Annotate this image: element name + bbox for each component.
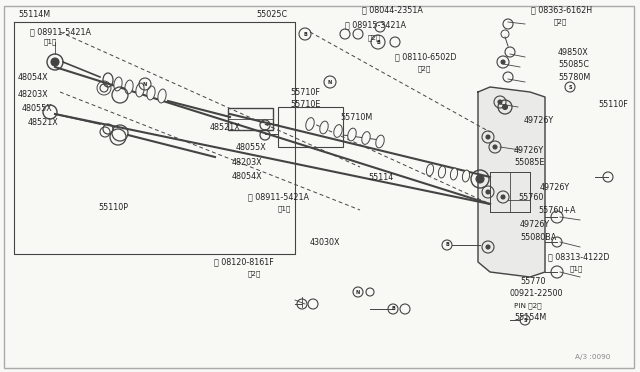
Text: 48521X: 48521X (28, 118, 59, 126)
Text: 55780M: 55780M (558, 73, 590, 81)
Ellipse shape (147, 86, 155, 100)
Circle shape (502, 105, 508, 109)
Circle shape (486, 135, 490, 139)
Text: 55110P: 55110P (98, 202, 128, 212)
Text: 55085C: 55085C (558, 60, 589, 68)
Text: 55760+A: 55760+A (538, 205, 575, 215)
Text: （1）: （1） (570, 266, 584, 272)
Text: （2）: （2） (368, 35, 381, 41)
Circle shape (501, 195, 505, 199)
Text: （1）: （1） (44, 39, 58, 45)
Text: 48054X: 48054X (232, 171, 262, 180)
Ellipse shape (306, 118, 314, 130)
Ellipse shape (136, 83, 144, 97)
Text: 55770: 55770 (520, 278, 545, 286)
Text: 00921-22500: 00921-22500 (510, 289, 563, 298)
Text: 48055X: 48055X (236, 142, 267, 151)
Text: 43030X: 43030X (310, 237, 340, 247)
Circle shape (493, 145, 497, 149)
Circle shape (501, 60, 505, 64)
Ellipse shape (348, 128, 356, 141)
Text: 55154M: 55154M (514, 314, 547, 323)
Text: N: N (328, 80, 332, 84)
Text: N: N (356, 289, 360, 295)
Text: 55710F: 55710F (290, 87, 320, 96)
Text: （1）: （1） (278, 206, 291, 212)
Circle shape (498, 100, 502, 104)
Text: （2）: （2） (418, 66, 431, 72)
Text: Ⓝ 08911-5421A: Ⓝ 08911-5421A (30, 28, 91, 36)
Text: 48203X: 48203X (232, 157, 262, 167)
Text: 55710E: 55710E (290, 99, 321, 109)
Text: A/3 :0090: A/3 :0090 (575, 354, 610, 360)
Ellipse shape (438, 166, 445, 178)
Text: 55114M: 55114M (18, 10, 50, 19)
Ellipse shape (158, 89, 166, 103)
Text: S: S (524, 317, 527, 323)
Circle shape (486, 190, 490, 194)
Text: 55114: 55114 (368, 173, 393, 182)
Bar (278, 107, 343, 147)
Text: 55710M: 55710M (340, 112, 372, 122)
Text: S: S (568, 84, 572, 90)
Text: （2）: （2） (554, 19, 568, 25)
Text: Ⓝ 08911-5421A: Ⓝ 08911-5421A (248, 192, 309, 202)
Polygon shape (478, 87, 545, 277)
Ellipse shape (451, 168, 458, 180)
Text: 49726Y: 49726Y (514, 145, 544, 154)
Text: （2）: （2） (248, 271, 261, 277)
Ellipse shape (114, 77, 122, 91)
Text: Ⓑ 08110-6502D: Ⓑ 08110-6502D (395, 52, 456, 61)
Text: Ⓑ 08044-2351A: Ⓑ 08044-2351A (362, 6, 423, 15)
Text: Ⓢ 08313-4122D: Ⓢ 08313-4122D (548, 253, 609, 262)
Text: 49850X: 49850X (558, 48, 589, 57)
Text: PIN （2）: PIN （2） (514, 303, 541, 309)
Text: Ⓢ 08363-6162H: Ⓢ 08363-6162H (531, 6, 592, 15)
Ellipse shape (362, 132, 370, 144)
Text: B: B (391, 307, 395, 311)
Text: Ⓝ 08915-3421A: Ⓝ 08915-3421A (345, 20, 406, 29)
Ellipse shape (334, 125, 342, 137)
Ellipse shape (320, 121, 328, 134)
Text: 49726Y: 49726Y (520, 219, 550, 228)
Text: B: B (376, 39, 380, 45)
Circle shape (476, 175, 484, 183)
Text: B: B (445, 243, 449, 247)
Text: 55110F: 55110F (598, 99, 628, 109)
Circle shape (51, 58, 59, 66)
Text: 55025C: 55025C (256, 10, 287, 19)
Ellipse shape (376, 135, 384, 148)
Text: 49726Y: 49726Y (540, 183, 570, 192)
Ellipse shape (426, 164, 434, 176)
Ellipse shape (125, 80, 133, 94)
Text: 48055X: 48055X (22, 103, 52, 112)
Text: 55760: 55760 (518, 192, 543, 202)
Circle shape (486, 245, 490, 249)
Text: 48521X: 48521X (210, 122, 241, 131)
Text: Ⓑ 08120-8161F: Ⓑ 08120-8161F (214, 257, 274, 266)
Bar (228, 108, 273, 130)
Text: 55080BA: 55080BA (520, 232, 556, 241)
Text: 48054X: 48054X (18, 73, 49, 81)
Text: N: N (143, 81, 147, 87)
Text: 48203X: 48203X (18, 90, 49, 99)
Text: 49726Y: 49726Y (524, 115, 554, 125)
Text: B: B (303, 32, 307, 36)
Ellipse shape (462, 170, 470, 182)
Text: 55085E: 55085E (514, 157, 545, 167)
